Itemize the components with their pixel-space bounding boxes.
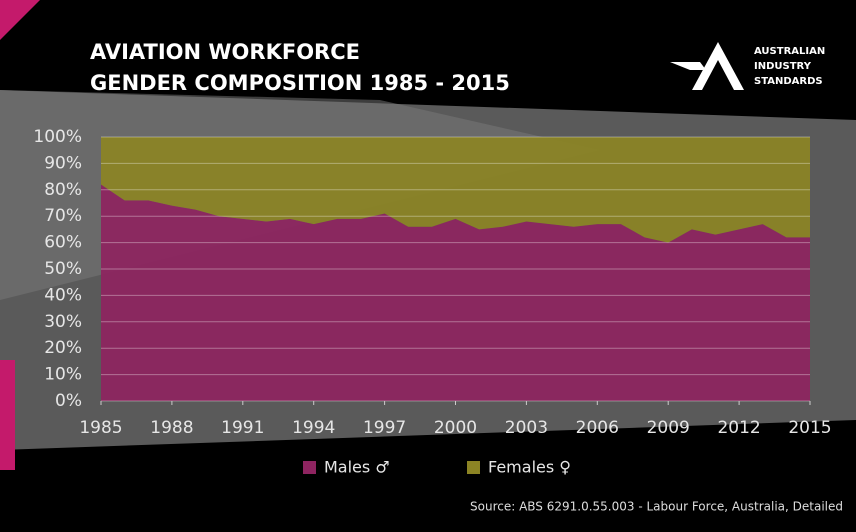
y-tick-label: 0% xyxy=(55,391,82,411)
chart-subtitle: GENDER COMPOSITION 1985 - 2015 xyxy=(90,71,510,95)
brand-text: STANDARDS xyxy=(754,76,823,87)
area xyxy=(101,184,810,401)
y-tick-label: 70% xyxy=(44,206,82,226)
y-tick-label: 20% xyxy=(44,338,82,358)
legend-label: Males ♂ xyxy=(324,458,390,477)
corner-accent xyxy=(0,0,40,40)
area xyxy=(101,137,810,243)
side-accent xyxy=(0,360,15,470)
y-tick-label: 90% xyxy=(44,153,82,173)
x-tick-label: 2015 xyxy=(788,418,831,438)
y-tick-label: 100% xyxy=(33,127,82,147)
y-tick-label: 10% xyxy=(44,365,82,385)
x-tick-label: 1997 xyxy=(363,418,406,438)
x-tick-label: 1988 xyxy=(150,418,193,438)
y-tick-label: 60% xyxy=(44,233,82,253)
logo-mark xyxy=(692,42,744,90)
chart-title: AVIATION WORKFORCE xyxy=(90,40,360,64)
logo-mark xyxy=(670,62,706,70)
y-tick-label: 30% xyxy=(44,312,82,332)
x-tick-label: 1985 xyxy=(79,418,122,438)
x-tick-label: 2012 xyxy=(717,418,760,438)
brand-text: AUSTRALIAN xyxy=(754,46,825,57)
x-tick-label: 1991 xyxy=(221,418,264,438)
brand-text: INDUSTRY xyxy=(754,61,812,72)
legend-swatch xyxy=(303,461,316,474)
x-tick-label: 1994 xyxy=(292,418,335,438)
source-note: Source: ABS 6291.0.55.003 - Labour Force… xyxy=(470,500,843,514)
y-tick-label: 40% xyxy=(44,285,82,305)
y-tick-label: 80% xyxy=(44,180,82,200)
legend-swatch xyxy=(467,461,480,474)
y-tick-label: 50% xyxy=(44,259,82,279)
x-tick-label: 2000 xyxy=(434,418,477,438)
x-tick-label: 2009 xyxy=(647,418,690,438)
logo: AUSTRALIAN INDUSTRY STANDARDS xyxy=(670,42,825,90)
x-tick-label: 2006 xyxy=(576,418,619,438)
x-tick-label: 2003 xyxy=(505,418,548,438)
legend-label: Females ♀ xyxy=(488,458,571,477)
